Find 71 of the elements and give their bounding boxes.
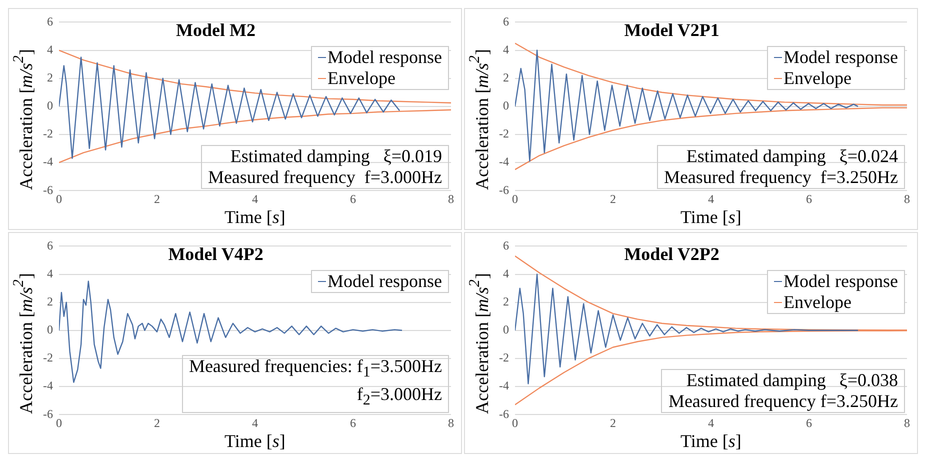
chart-title: Model V4P2	[167, 244, 264, 266]
x-tick-label: 8	[448, 416, 454, 430]
x-tick-label: 6	[350, 192, 356, 206]
legend-label: Model response	[784, 47, 898, 68]
x-tick-label: 4	[708, 192, 714, 206]
y-tick-label: 0	[502, 322, 509, 337]
x-tick-label: 4	[252, 192, 258, 206]
y-tick-label: 4	[46, 42, 53, 56]
y-tick-label: 6	[46, 238, 53, 252]
x-tick-label: 8	[448, 192, 454, 206]
y-tick-label: 2	[46, 70, 53, 84]
y-tick-label: 4	[46, 266, 53, 280]
y-tick-label: -6	[42, 182, 53, 197]
x-tick-label: 6	[350, 416, 356, 430]
y-tick-label: 2	[46, 294, 53, 308]
annotation: Estimated damping ξ=0.019	[229, 146, 442, 167]
legend-label: Envelope	[784, 68, 852, 90]
y-tick-label: -2	[498, 126, 509, 141]
chart-title: Model V2P1	[623, 20, 720, 42]
chart-title: Model V2P2	[623, 244, 720, 266]
y-tick-label: 0	[46, 322, 53, 337]
x-tick-label: 0	[512, 416, 518, 430]
y-tick-label: 2	[502, 294, 509, 308]
x-tick-label: 2	[154, 192, 160, 206]
legend-label: Model response	[328, 271, 442, 292]
annotation: Estimated damping ξ=0.024	[685, 146, 898, 167]
annotation: Measured frequency f=3.250Hz	[668, 390, 898, 412]
y-tick-label: 6	[502, 238, 509, 252]
y-tick-label: -6	[498, 182, 509, 197]
x-tick-label: 2	[154, 416, 160, 430]
chart-title: Model M2	[175, 20, 257, 42]
annotation: Estimated damping ξ=0.038	[685, 370, 898, 391]
y-tick-label: -4	[42, 154, 53, 169]
y-tick-label: -2	[498, 350, 509, 365]
y-tick-label: 2	[502, 70, 509, 84]
x-tick-label: 6	[806, 192, 812, 206]
x-tick-label: 6	[806, 416, 812, 430]
annotation: f$_{2}$=3.000Hz	[356, 384, 442, 411]
x-tick-label: 0	[56, 192, 62, 206]
y-tick-label: -2	[42, 350, 53, 365]
x-tick-label: 2	[610, 192, 616, 206]
y-tick-label: -2	[42, 126, 53, 141]
legend-label: Envelope	[328, 68, 396, 90]
x-tick-label: 2	[610, 416, 616, 430]
x-tick-label: 8	[904, 192, 910, 206]
x-axis-title: Time [s]	[680, 206, 742, 227]
annotation: Measured frequencies: f$_{1}$=3.500Hz	[188, 356, 442, 384]
x-axis-title: Time [s]	[224, 430, 286, 451]
y-tick-label: -6	[42, 406, 53, 421]
legend-label: Envelope	[784, 292, 852, 314]
x-tick-label: 4	[708, 416, 714, 430]
legend-label: Model response	[784, 271, 898, 292]
x-tick-label: 0	[56, 416, 62, 430]
y-tick-label: 4	[502, 266, 509, 280]
x-tick-label: 8	[904, 416, 910, 430]
x-tick-label: 0	[512, 192, 518, 206]
y-tick-label: 4	[502, 42, 509, 56]
y-tick-label: 0	[46, 98, 53, 113]
legend-label: Model response	[328, 47, 442, 68]
annotation: Measured frequency f=3.250Hz	[664, 166, 898, 188]
x-tick-label: 4	[252, 416, 258, 430]
y-tick-label: 0	[502, 98, 509, 113]
y-tick-label: -4	[42, 378, 53, 393]
x-axis-title: Time [s]	[224, 206, 286, 227]
y-tick-label: -6	[498, 406, 509, 421]
annotation: Measured frequency f=3.000Hz	[208, 166, 442, 188]
y-tick-label: 6	[46, 14, 53, 28]
y-tick-label: 6	[502, 14, 509, 28]
y-tick-label: -4	[498, 378, 509, 393]
x-axis-title: Time [s]	[680, 430, 742, 451]
y-tick-label: -4	[498, 154, 509, 169]
